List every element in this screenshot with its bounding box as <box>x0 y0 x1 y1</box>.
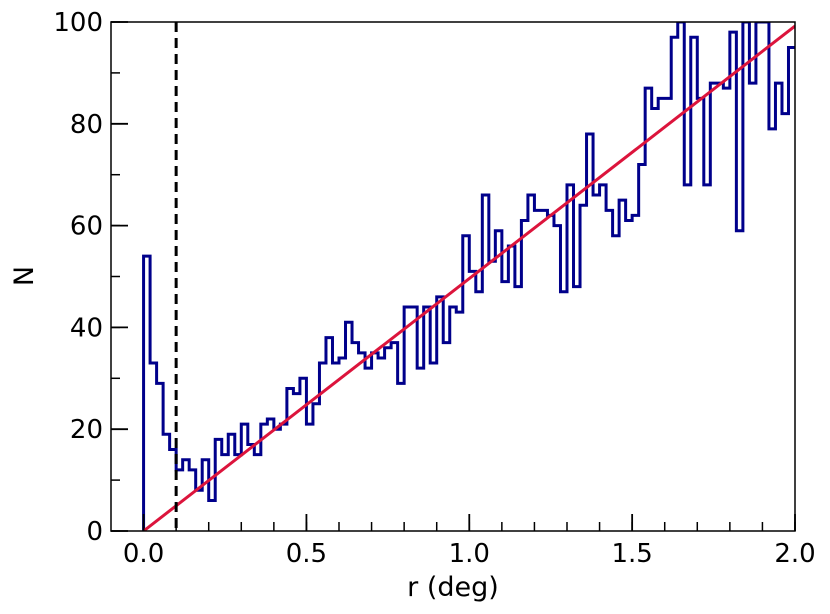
y-axis-label: N <box>9 266 40 286</box>
histogram-step <box>142 22 795 531</box>
x-tick-label: 0.0 <box>123 539 164 569</box>
x-axis-label: r (deg) <box>407 572 499 603</box>
y-tick-label: 60 <box>70 212 103 242</box>
y-tick-label: 40 <box>70 313 103 343</box>
x-tick-label: 2.0 <box>774 539 815 569</box>
fit-line <box>142 24 795 531</box>
x-tick-label: 1.0 <box>449 539 490 569</box>
x-tick-label: 0.5 <box>286 539 327 569</box>
x-tick-label: 1.5 <box>611 539 652 569</box>
plot-marks <box>142 22 795 531</box>
plot-frame <box>110 21 796 532</box>
y-tick-label: 20 <box>70 415 103 445</box>
y-tick-label: 0 <box>86 517 103 547</box>
y-tick-label: 100 <box>53 8 103 38</box>
y-tick-label: 80 <box>70 110 103 140</box>
axis-ticks: 0.0 0.5 1.0 1.5 2.0 0 20 40 60 80 100 <box>53 8 815 569</box>
